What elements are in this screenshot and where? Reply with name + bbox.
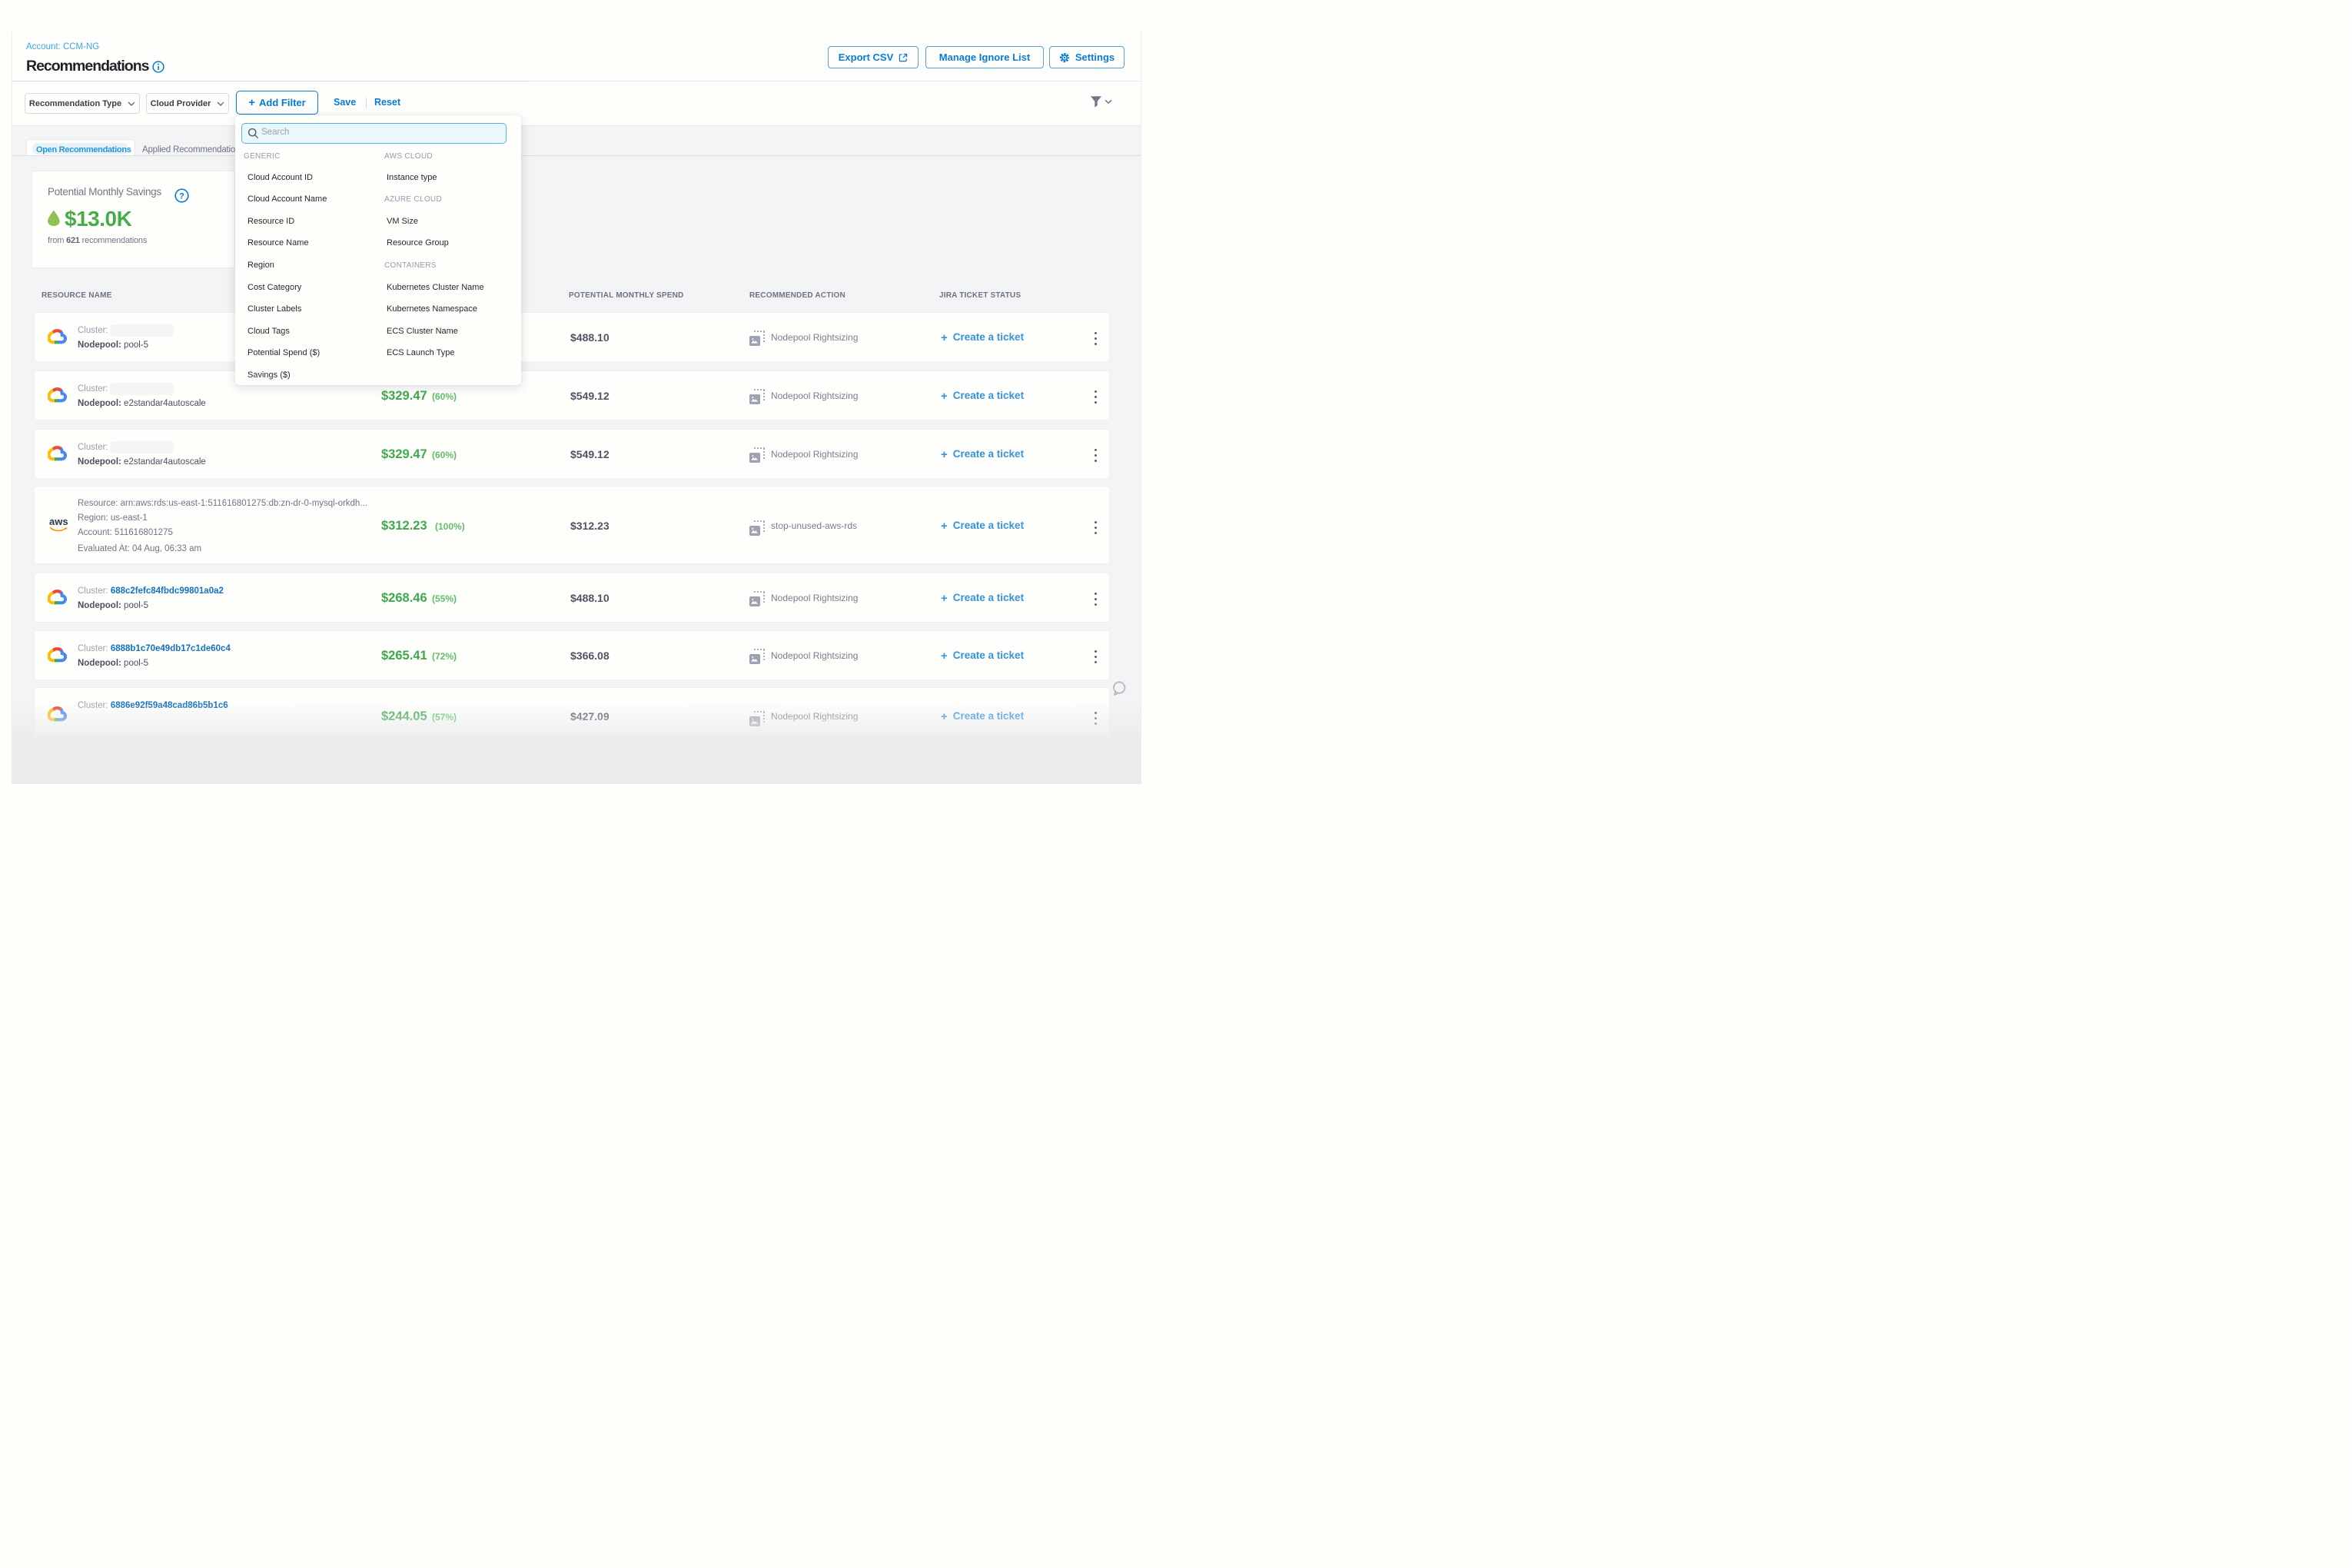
svg-text:?: ? bbox=[179, 191, 184, 201]
